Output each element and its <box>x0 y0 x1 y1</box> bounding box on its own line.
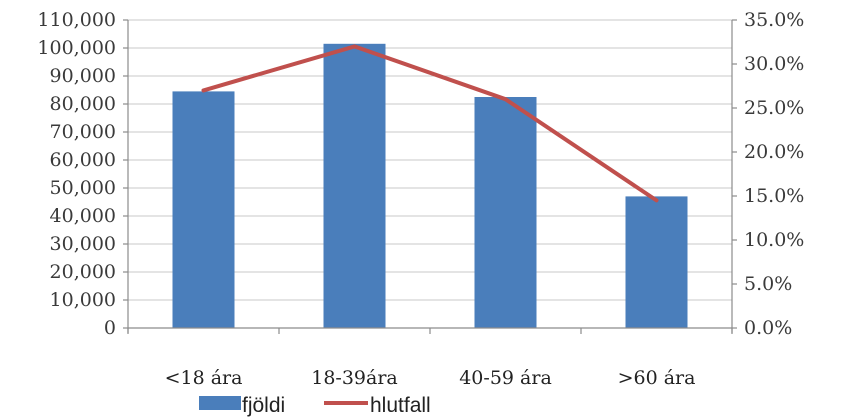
category-labels: <18 ára 18-39ára 40-59 ára >60 ára <box>165 367 696 389</box>
category-label: 18-39ára <box>311 367 398 389</box>
bar <box>625 196 688 328</box>
left-tick-label: 100,000 <box>37 37 116 59</box>
bar <box>172 91 235 329</box>
right-tick-label: 20.0% <box>744 141 804 163</box>
bar-series-fjoldi <box>172 43 688 329</box>
left-tick-label: 80,000 <box>50 93 116 115</box>
left-tick-label: 70,000 <box>50 121 116 143</box>
legend: fjöldi hlutfall <box>199 394 431 417</box>
right-tick-label: 5.0% <box>744 273 792 295</box>
left-tick-label: 50,000 <box>50 177 116 199</box>
left-tick-label: 110,000 <box>37 9 116 31</box>
legend-swatch-bar <box>199 396 241 410</box>
right-tick-label: 35.0% <box>744 9 804 31</box>
right-tick-label: 0.0% <box>744 317 792 339</box>
left-tick-label: 30,000 <box>50 233 116 255</box>
right-axis-ticks: 0.0% 5.0% 10.0% 15.0% 20.0% 25.0% 30.0% 35.0% <box>732 9 804 339</box>
bar <box>323 43 386 329</box>
legend-label: fjöldi <box>242 394 285 417</box>
line-path <box>201 44 659 203</box>
left-tick-label: 10,000 <box>50 289 116 311</box>
line-series-hlutfall <box>201 44 659 203</box>
right-tick-label: 25.0% <box>744 97 804 119</box>
left-tick-label: 20,000 <box>50 261 116 283</box>
left-axis-ticks: 0 10,000 20,000 30,000 40,000 50,000 60,000 70,… <box>37 9 128 339</box>
category-label: 40-59 ára <box>459 367 552 389</box>
category-label: <18 ára <box>165 367 243 389</box>
left-tick-label: 40,000 <box>50 205 116 227</box>
category-label: >60 ára <box>618 367 696 389</box>
bar <box>474 97 537 328</box>
legend-label: hlutfall <box>370 394 431 417</box>
left-tick-label: 90,000 <box>50 65 116 87</box>
axes <box>127 20 733 334</box>
left-tick-label: 0 <box>104 317 116 339</box>
right-tick-label: 15.0% <box>744 185 804 207</box>
left-tick-label: 60,000 <box>50 149 116 171</box>
right-tick-label: 10.0% <box>744 229 804 251</box>
right-tick-label: 30.0% <box>744 53 804 75</box>
